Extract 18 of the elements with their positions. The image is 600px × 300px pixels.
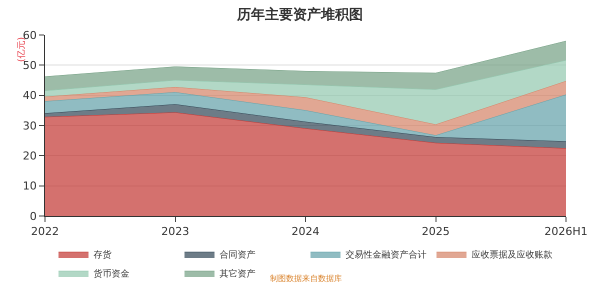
chart-title: 历年主要资产堆积图 — [236, 6, 363, 23]
x-tick-label: 2024 — [292, 225, 320, 238]
x-tick-label: 2022 — [31, 225, 59, 238]
x-tick-label: 2025 — [422, 225, 450, 238]
y-tick-label: 20 — [22, 150, 37, 163]
y-tick-label: 40 — [22, 89, 37, 102]
legend-label: 合同资产 — [220, 250, 256, 261]
legend-label: 货币资金 — [94, 268, 130, 280]
legend-label: 其它资产 — [220, 268, 256, 280]
legend-label: 存货 — [94, 250, 112, 261]
legend-label: 交易性金融资产合计 — [346, 250, 426, 261]
y-tick-label: 0 — [30, 210, 37, 223]
y-tick-label: 30 — [22, 119, 37, 132]
text: 制图数据来自数据库 — [270, 274, 342, 283]
x-tick-label: 2023 — [161, 225, 190, 238]
legend-label: 应收票据及应收账款 — [472, 250, 552, 261]
y-tick-label: 10 — [22, 180, 37, 193]
x-tick-label: 2026H1 — [544, 225, 588, 238]
